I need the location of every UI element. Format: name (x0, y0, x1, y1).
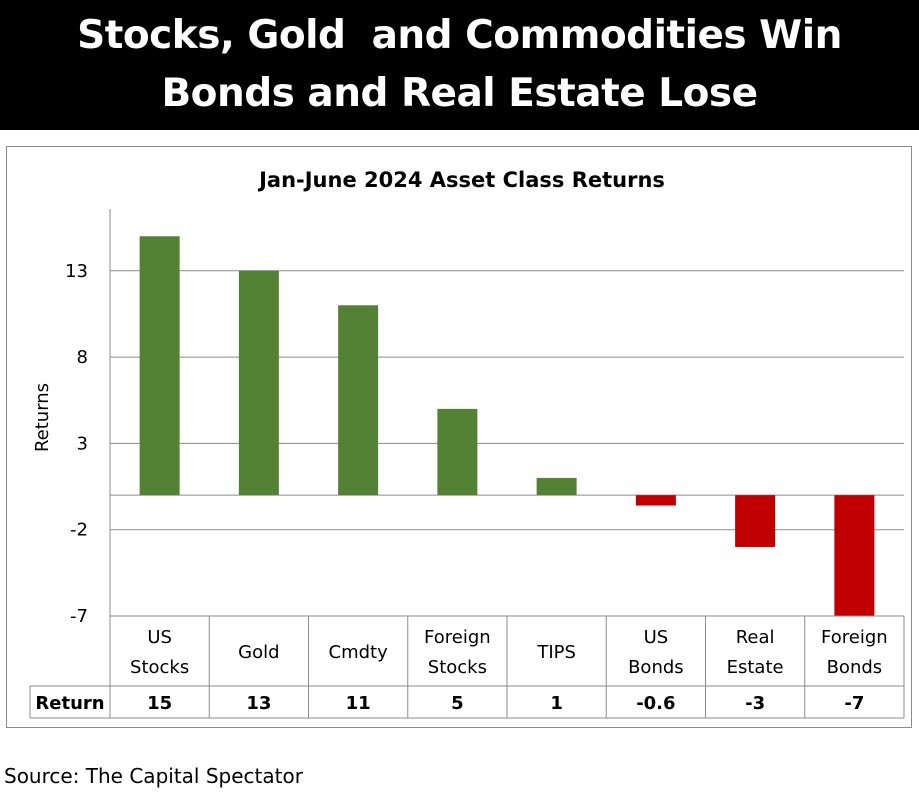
category-label-line2: Stocks (428, 657, 487, 678)
bar (536, 477, 577, 496)
bar (139, 236, 180, 496)
category-label: TIPS (536, 642, 576, 663)
category-label: Cmdty (329, 642, 389, 663)
category-label-line1: US (644, 627, 669, 648)
bar (834, 495, 875, 616)
table-value: 1 (550, 693, 563, 714)
headline-line-2: Bonds and Real Estate Lose (161, 71, 758, 116)
category-label-line2: Stocks (130, 657, 189, 678)
chart-title: Jan-June 2024 Asset Class Returns (257, 168, 665, 192)
y-tick-label: 13 (65, 261, 88, 282)
headline-line-1: Stocks, Gold and Commodities Win (77, 13, 842, 58)
table-value: 13 (246, 693, 271, 714)
table-value: -3 (745, 693, 765, 714)
bar (437, 408, 478, 496)
chart-frame (6, 146, 912, 728)
category-label: Gold (238, 642, 279, 663)
headline-banner: Stocks, Gold and Commodities Win Bonds a… (0, 0, 919, 130)
y-tick-label: 3 (77, 433, 88, 454)
category-label-line2: Bonds (827, 657, 883, 678)
bar (238, 270, 279, 496)
y-tick-label: 8 (77, 347, 88, 368)
table-value: -0.6 (636, 693, 675, 714)
table-value: -7 (844, 693, 864, 714)
y-tick-label: -2 (70, 520, 88, 541)
category-label-line1: Foreign (821, 627, 888, 648)
y-axis-label: Returns (32, 383, 53, 452)
y-tick-label: -7 (70, 606, 88, 627)
table-series-name: Return (35, 693, 104, 714)
bar (338, 305, 379, 496)
bar (735, 495, 776, 547)
bar (635, 495, 676, 506)
table-value: 11 (346, 693, 371, 714)
category-label-line1: Foreign (424, 627, 491, 648)
category-label-line1: US (147, 627, 172, 648)
category-label-line1: Real (736, 627, 775, 648)
table-value: 15 (147, 693, 172, 714)
category-label-line2: Bonds (628, 657, 684, 678)
category-label-line2: Estate (727, 657, 784, 678)
source-credit: Source: The Capital Spectator (4, 764, 303, 788)
table-value: 5 (451, 693, 464, 714)
